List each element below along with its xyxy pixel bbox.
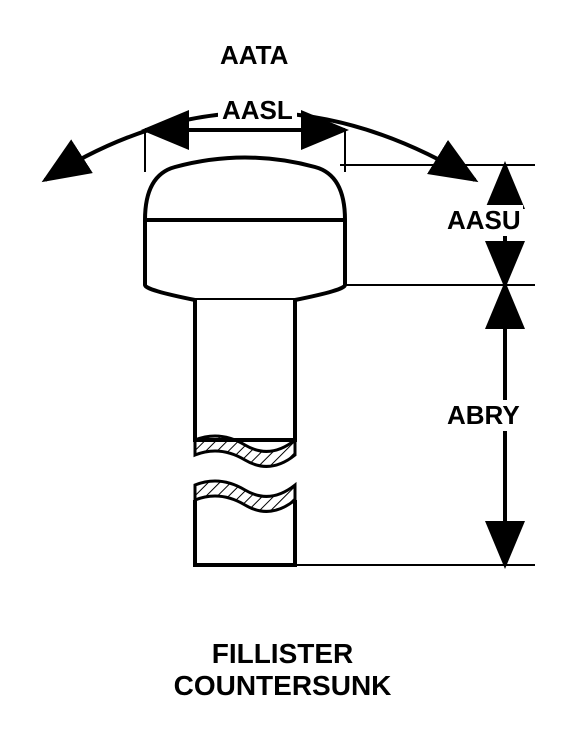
title-container: FILLISTER COUNTERSUNK: [0, 638, 565, 702]
label-abry: ABRY: [445, 400, 522, 431]
shaft-upper: [195, 300, 295, 440]
title-line-2: COUNTERSUNK: [0, 670, 565, 702]
diagram-container: AATA AASL AASU ABRY FILLISTER COUNTERSUN…: [0, 0, 565, 742]
break-lower: [195, 481, 295, 511]
title-line-1: FILLISTER: [0, 638, 565, 670]
label-aata: AATA: [220, 40, 288, 71]
label-aasu: AASU: [445, 205, 523, 236]
label-aasl: AASL: [218, 95, 297, 126]
screw-head: [145, 158, 345, 301]
